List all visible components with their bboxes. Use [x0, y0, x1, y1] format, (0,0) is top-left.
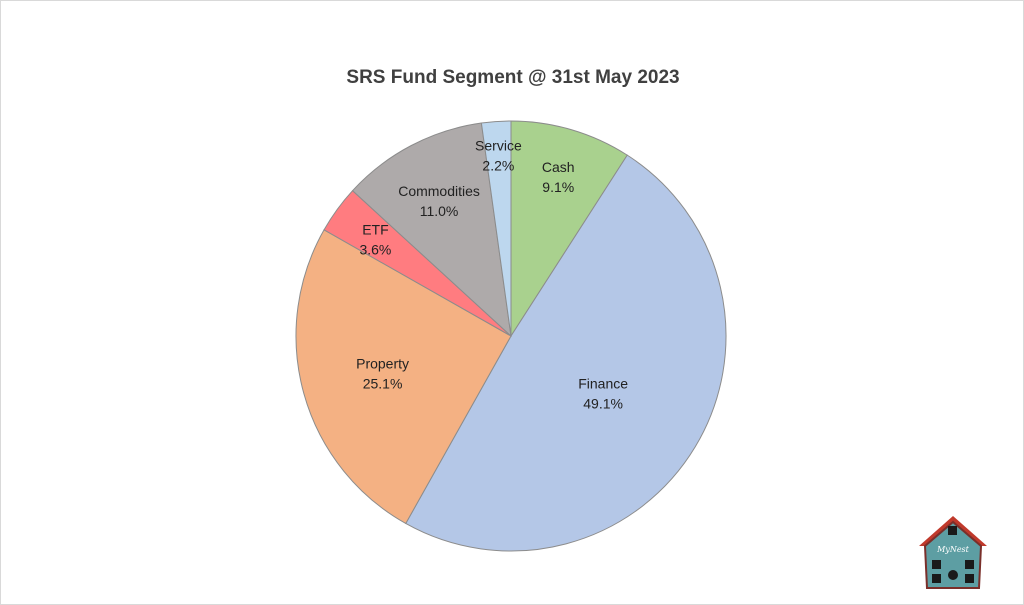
pie-slice-cash	[510, 120, 628, 338]
pie-slices	[295, 120, 727, 552]
logo-window-icon	[948, 526, 957, 535]
slice-value-finance: 49.1%	[583, 395, 623, 411]
slice-value-commodities: 11.0%	[420, 203, 459, 219]
pie-slice-service	[480, 120, 512, 337]
slice-value-etf: 3.6%	[359, 241, 391, 257]
pie-slice-finance	[405, 154, 727, 552]
pie-slice-property	[295, 229, 512, 525]
logo-window-icon	[932, 560, 941, 569]
slice-label-service: Service	[475, 138, 522, 154]
logo-text: MyNest	[936, 545, 970, 554]
slice-value-property: 25.1%	[363, 376, 403, 392]
slice-label-cash: Cash	[542, 159, 575, 175]
slice-label-etf: ETF	[362, 221, 388, 237]
pie-labels: Cash 9.1% Finance 49.1% Property 25.1% ETF 3.6%…	[356, 138, 628, 412]
logo-house-icon	[923, 520, 983, 589]
slice-label-commodities: Commodities	[398, 183, 480, 199]
pie-slice-commodities	[351, 122, 512, 338]
logo-window-icon	[965, 574, 974, 583]
slice-label-finance: Finance	[578, 375, 628, 391]
slice-value-service: 2.2%	[482, 158, 514, 174]
slice-label-property: Property	[356, 356, 409, 372]
logo-window-icon	[932, 574, 941, 583]
mynest-logo: MyNest	[919, 516, 987, 589]
logo-window-icon	[965, 560, 974, 569]
slice-value-cash: 9.1%	[542, 179, 574, 195]
chart-title: SRS Fund Segment @ 31st May 2023	[346, 67, 680, 88]
logo-door-icon	[948, 570, 958, 580]
